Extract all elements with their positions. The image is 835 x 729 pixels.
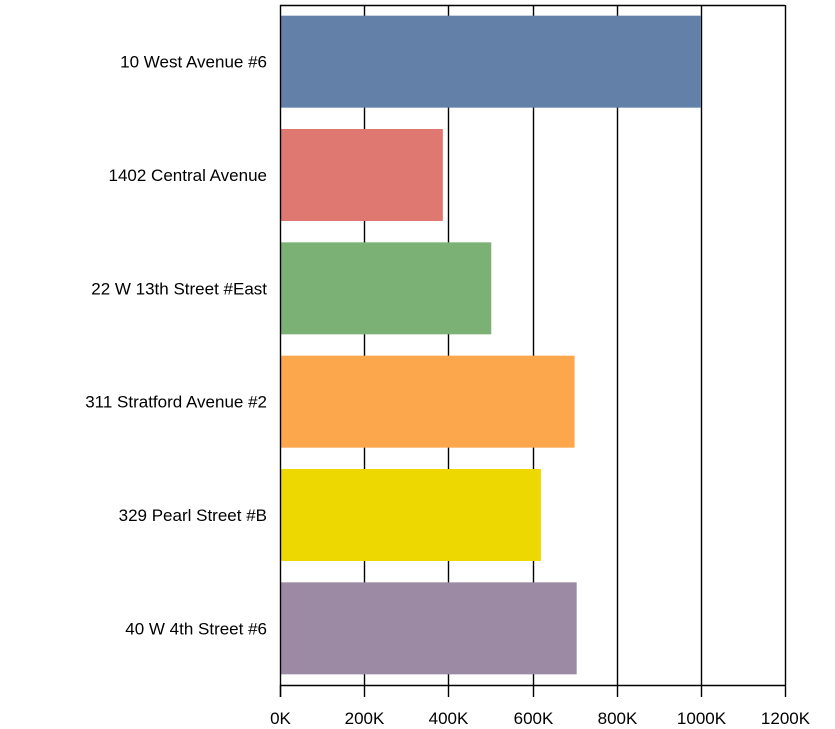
- axes: [279, 4, 787, 697]
- bar-3: [280, 355, 575, 448]
- category-label: 40 W 4th Street #6: [125, 619, 267, 638]
- category-labels: 10 West Avenue #6 1402 Central Avenue 22 W…: [85, 53, 267, 639]
- x-tick-label: 600K: [514, 709, 554, 728]
- category-label: 1402 Central Avenue: [109, 166, 267, 185]
- x-tick-label: 1000K: [677, 709, 727, 728]
- gridlines: [363, 5, 787, 685]
- category-label: 10 West Avenue #6: [120, 53, 267, 72]
- category-label: 311 Stratford Avenue #2: [85, 393, 267, 412]
- x-tick-label: 1200K: [761, 709, 811, 728]
- bars: [280, 15, 701, 675]
- bar-5: [280, 582, 577, 675]
- x-tick-label: 800K: [598, 709, 638, 728]
- x-tick-label: 200K: [345, 709, 385, 728]
- x-tick-labels: 0K 200K 400K 600K 800K 1000K 1200K: [270, 709, 811, 728]
- bar-2: [280, 242, 492, 335]
- x-tick-label: 0K: [270, 709, 291, 728]
- bar-1: [280, 129, 443, 221]
- category-label: 329 Pearl Street #B: [119, 506, 267, 525]
- x-tick-label: 400K: [429, 709, 469, 728]
- bar-4: [280, 469, 541, 561]
- bar-0: [280, 15, 701, 108]
- category-label: 22 W 13th Street #East: [91, 279, 267, 298]
